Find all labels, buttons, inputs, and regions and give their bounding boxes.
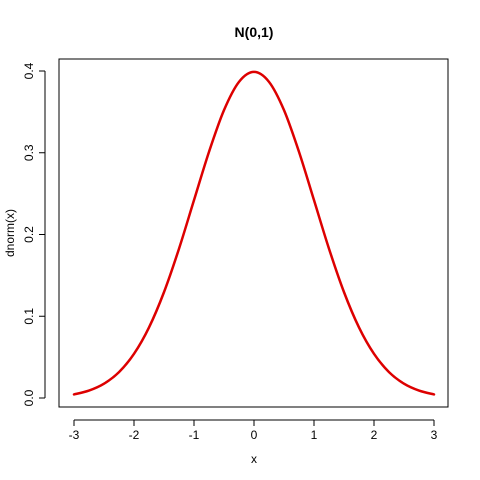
chart-title: N(0,1) <box>235 24 274 40</box>
y-tick-label: 0.0 <box>22 389 36 406</box>
x-tick-label: 2 <box>371 428 378 442</box>
y-tick-label: 0.2 <box>22 226 36 243</box>
x-tick-label: 3 <box>431 428 438 442</box>
x-tick-label: 1 <box>311 428 318 442</box>
x-tick-label: -3 <box>69 428 80 442</box>
x-tick-label: 0 <box>251 428 258 442</box>
x-axis-label: x <box>251 452 257 466</box>
y-tick-label: 0.3 <box>22 144 36 161</box>
y-axis-label: dnorm(x) <box>3 209 17 257</box>
y-tick-label: 0.1 <box>22 308 36 325</box>
x-tick-label: -1 <box>189 428 200 442</box>
y-tick-label: 0.4 <box>22 62 36 79</box>
x-tick-label: -2 <box>129 428 140 442</box>
